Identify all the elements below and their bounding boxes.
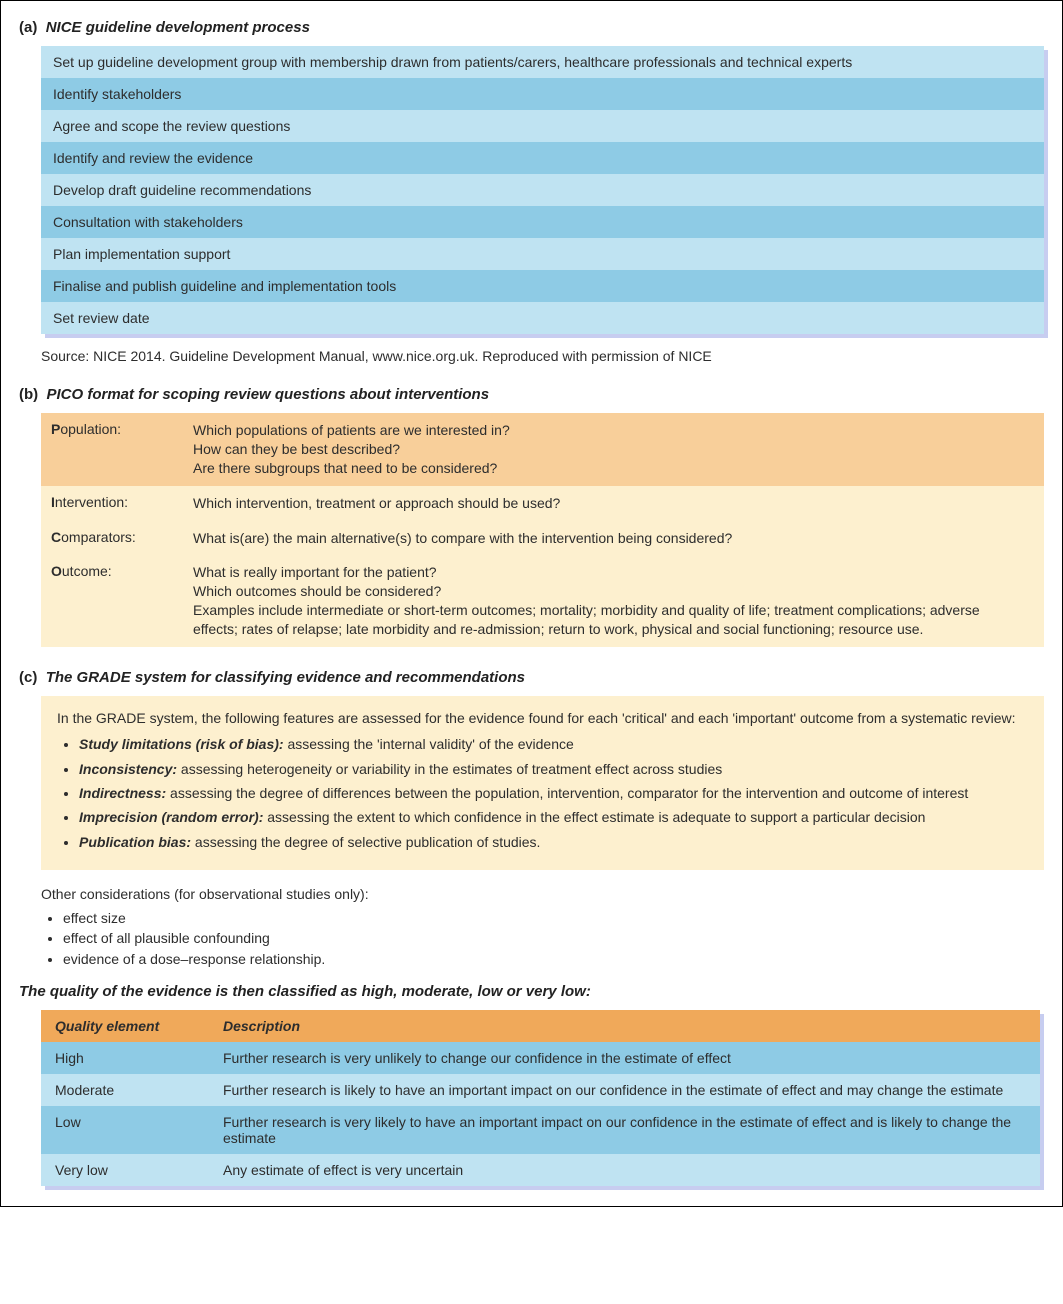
grade-feature: Inconsistency: assessing heterogeneity o… — [79, 759, 1028, 779]
pico-text: What is(are) the main alternative(s) to … — [189, 525, 1034, 552]
pico-box: Population:Which populations of patients… — [41, 413, 1044, 647]
pico-text: Which populations of patients are we int… — [189, 417, 1034, 482]
process-step: Plan implementation support — [41, 238, 1044, 270]
quality-table: Quality elementDescriptionHighFurther re… — [41, 1010, 1040, 1186]
section-c-marker: (c) — [19, 669, 37, 686]
pico-text: Which intervention, treatment or approac… — [189, 490, 1034, 517]
process-list: Set up guideline development group with … — [41, 46, 1044, 334]
table-row: ModerateFurther research is likely to ha… — [41, 1074, 1040, 1106]
grade-feature: Imprecision (random error): assessing th… — [79, 807, 1028, 827]
section-b-marker: (b) — [19, 386, 38, 403]
quality-level: Moderate — [41, 1074, 209, 1106]
source-line: Source: NICE 2014. Guideline Development… — [41, 348, 1044, 364]
grade-box: In the GRADE system, the following featu… — [41, 696, 1044, 870]
section-b-name: PICO format for scoping review questions… — [47, 386, 490, 403]
section-b-title: (b) PICO format for scoping review quest… — [19, 386, 1044, 403]
table-row: LowFurther research is very likely to ha… — [41, 1106, 1040, 1154]
quality-description: Further research is very unlikely to cha… — [209, 1042, 1040, 1074]
process-step: Set up guideline development group with … — [41, 46, 1044, 78]
grade-other-item: effect size — [63, 908, 1044, 928]
table-header: Description — [209, 1010, 1040, 1042]
grade-other: Other considerations (for observational … — [41, 884, 1044, 969]
grade-intro: In the GRADE system, the following featu… — [57, 708, 1028, 728]
quality-level: Low — [41, 1106, 209, 1154]
grade-feature: Study limitations (risk of bias): assess… — [79, 734, 1028, 754]
pico-row: Population:Which populations of patients… — [41, 413, 1044, 486]
pico-label: Population: — [41, 417, 189, 482]
pico-text: What is really important for the patient… — [189, 559, 1034, 643]
table-header: Quality element — [41, 1010, 209, 1042]
section-a-name: NICE guideline development process — [46, 19, 310, 36]
grade-other-intro: Other considerations (for observational … — [41, 884, 1044, 904]
pico-row: Outcome:What is really important for the… — [41, 555, 1044, 647]
grade-feature: Indirectness: assessing the degree of di… — [79, 783, 1028, 803]
quality-level: Very low — [41, 1154, 209, 1186]
quality-level: High — [41, 1042, 209, 1074]
grade-feature-list: Study limitations (risk of bias): assess… — [79, 734, 1028, 851]
pico-label: Comparators: — [41, 525, 189, 552]
process-step: Finalise and publish guideline and imple… — [41, 270, 1044, 302]
page: (a) NICE guideline development process S… — [0, 0, 1063, 1207]
process-step: Consultation with stakeholders — [41, 206, 1044, 238]
table-header-row: Quality elementDescription — [41, 1010, 1040, 1042]
quality-description: Further research is likely to have an im… — [209, 1074, 1040, 1106]
process-step: Identify stakeholders — [41, 78, 1044, 110]
pico-label: Outcome: — [41, 559, 189, 643]
grade-other-list: effect sizeeffect of all plausible confo… — [63, 908, 1044, 969]
process-step: Agree and scope the review questions — [41, 110, 1044, 142]
section-c-title: (c) The GRADE system for classifying evi… — [19, 669, 1044, 686]
table-row: Very lowAny estimate of effect is very u… — [41, 1154, 1040, 1186]
grade-feature: Publication bias: assessing the degree o… — [79, 832, 1028, 852]
pico-row: Comparators:What is(are) the main altern… — [41, 521, 1044, 556]
process-step: Develop draft guideline recommendations — [41, 174, 1044, 206]
grade-classify-line: The quality of the evidence is then clas… — [19, 983, 1044, 1000]
quality-description: Any estimate of effect is very uncertain — [209, 1154, 1040, 1186]
section-c-name: The GRADE system for classifying evidenc… — [46, 669, 525, 686]
pico-row: Intervention:Which intervention, treatme… — [41, 486, 1044, 521]
process-step: Set review date — [41, 302, 1044, 334]
quality-description: Further research is very likely to have … — [209, 1106, 1040, 1154]
grade-other-item: evidence of a dose–response relationship… — [63, 949, 1044, 969]
pico-label: Intervention: — [41, 490, 189, 517]
grade-other-item: effect of all plausible confounding — [63, 928, 1044, 948]
section-a-title: (a) NICE guideline development process — [19, 19, 1044, 36]
section-a-marker: (a) — [19, 19, 37, 36]
table-row: HighFurther research is very unlikely to… — [41, 1042, 1040, 1074]
process-step: Identify and review the evidence — [41, 142, 1044, 174]
